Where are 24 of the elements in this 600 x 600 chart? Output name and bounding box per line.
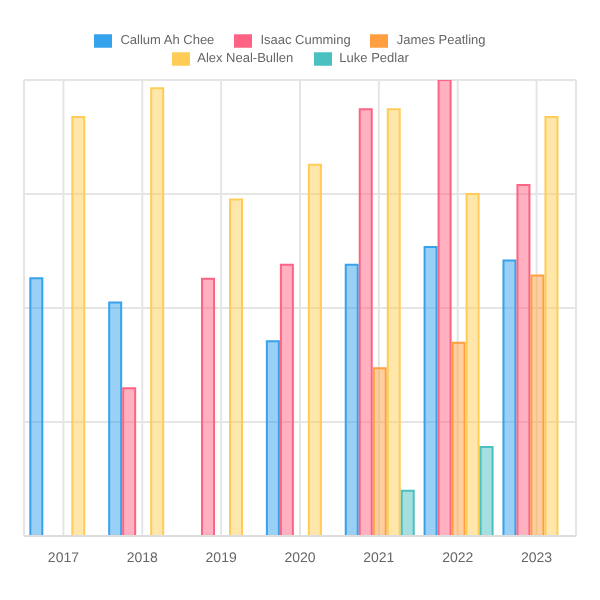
bar	[265, 340, 280, 536]
bar	[358, 108, 373, 536]
bar	[530, 274, 545, 536]
bar	[502, 259, 517, 536]
bar	[122, 387, 137, 536]
bar	[29, 277, 44, 536]
bar	[307, 163, 322, 536]
bar	[108, 301, 123, 536]
bar	[400, 489, 415, 536]
bar	[386, 108, 401, 536]
bar	[451, 341, 466, 536]
bar	[423, 245, 438, 536]
bar	[344, 263, 359, 536]
bar	[201, 277, 216, 536]
bar	[465, 193, 480, 536]
bar	[479, 446, 494, 536]
bar	[544, 115, 559, 536]
bar	[437, 80, 452, 536]
bar	[516, 183, 531, 536]
bar	[150, 87, 165, 536]
bar	[372, 367, 387, 536]
bar	[71, 115, 86, 536]
bar	[279, 263, 294, 536]
bar	[229, 198, 244, 536]
